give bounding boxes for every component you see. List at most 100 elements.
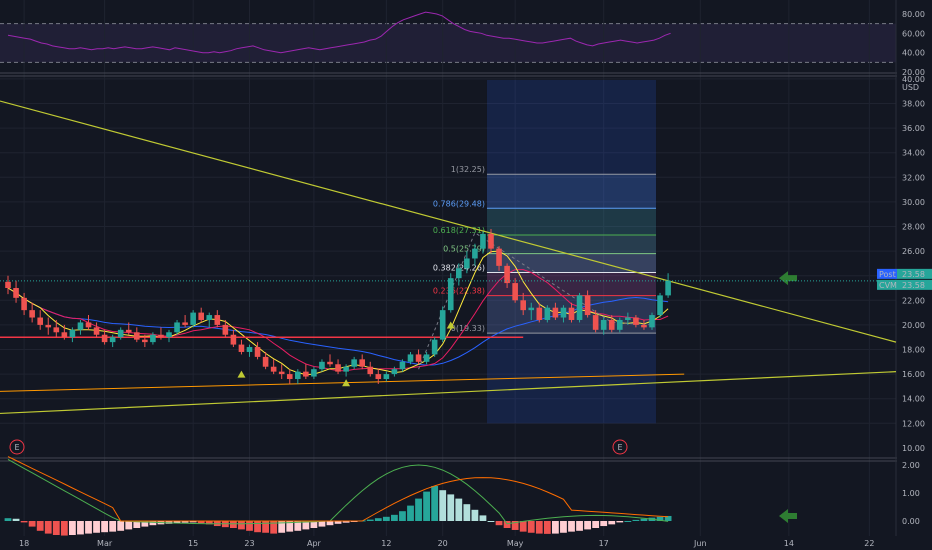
earnings-marker: E (612, 439, 628, 455)
price-tick-label: 32.00 (902, 173, 925, 182)
rsi-tick-label: 40.00 (902, 49, 925, 58)
macd-bar (342, 521, 350, 523)
fib-zone (486, 234, 657, 254)
descending-trendline (0, 100, 897, 343)
candle (254, 347, 261, 357)
candle (399, 361, 406, 370)
macd-bar (262, 521, 269, 533)
date-tick-label: Jun (693, 539, 707, 548)
candle (319, 361, 325, 370)
macd-tick-label: 1.00 (902, 489, 920, 498)
candle (560, 307, 567, 318)
candle (431, 339, 438, 355)
macd-bar (592, 521, 600, 528)
candle (520, 300, 526, 311)
candle (29, 310, 35, 318)
macd-bar (407, 505, 414, 521)
macd-bar (77, 521, 84, 535)
candle (286, 374, 293, 380)
candle (343, 366, 349, 372)
candle (206, 315, 213, 320)
macd-bar (632, 519, 640, 521)
price-tick-label: 34.00 (902, 149, 925, 158)
candle (504, 265, 510, 284)
macd-bar (519, 521, 527, 532)
price-label-name: Post (879, 270, 896, 279)
date-tick-label: Mar (97, 539, 113, 548)
candle (423, 354, 430, 362)
macd-bar (487, 521, 495, 522)
macd-bar (568, 521, 575, 532)
left-arrow-icon (779, 271, 797, 286)
macd-bar (447, 494, 455, 521)
macd-bar (431, 486, 439, 521)
price-label-box (897, 279, 932, 290)
candle (222, 324, 229, 335)
grid (0, 0, 896, 536)
macd-bar (36, 521, 44, 531)
macd-bar (12, 518, 20, 521)
macd-bar (189, 521, 197, 523)
macd-bar (20, 521, 28, 523)
rsi-band (0, 23, 896, 63)
candle (13, 288, 19, 298)
candle (109, 337, 116, 343)
price-label-post: Post 23.58 (877, 268, 932, 279)
macd-bar (543, 521, 551, 534)
candle (657, 295, 663, 316)
macd-tick-label: 0.00 (902, 517, 920, 526)
candle (295, 371, 301, 380)
macd-bar (318, 521, 326, 527)
date-tick-label: 22 (864, 539, 874, 548)
candle (528, 307, 535, 311)
macd-bar (238, 521, 245, 530)
macd-bar (511, 521, 519, 530)
fib-level-label: 0.236(22.38) (433, 287, 485, 296)
macd-bar (439, 490, 447, 521)
candle (633, 317, 639, 325)
macd-bar (576, 521, 583, 531)
macd-bar (479, 515, 487, 521)
macd-bar (471, 509, 479, 521)
candle (608, 319, 615, 330)
candle (174, 322, 180, 333)
candle (625, 317, 631, 320)
rsi-tick-label: 80.00 (902, 10, 925, 19)
macd-bar (270, 521, 278, 534)
macd-bar (278, 521, 286, 533)
moving-average-orange (0, 373, 685, 392)
candle (311, 369, 317, 377)
macd-bar (141, 521, 149, 527)
macd-bar (93, 521, 100, 533)
price-label-box (897, 268, 932, 279)
candle (536, 307, 543, 320)
candle (182, 322, 188, 325)
candle (158, 334, 164, 338)
candle (415, 354, 422, 362)
macd-bar (125, 521, 133, 530)
macd-bar (399, 511, 406, 521)
candle (150, 334, 156, 343)
candle (142, 339, 148, 343)
macd-bar (205, 521, 213, 525)
macd-bar (173, 521, 181, 524)
date-tick-label: 20 (438, 539, 448, 548)
candle (93, 327, 100, 335)
candle (383, 374, 390, 380)
macd-bar (4, 518, 12, 521)
price-label-value: 23.58 (902, 281, 925, 290)
candle (327, 361, 333, 365)
candle (391, 369, 398, 375)
price-tick-label: 40.00 (902, 75, 925, 84)
macd-bar (286, 521, 294, 532)
macd-bar (302, 521, 310, 530)
fib-level-label: 0.618(27.31) (433, 226, 485, 235)
fib-level-label: 0.786(29.48) (433, 199, 485, 208)
candle (407, 354, 414, 362)
macd-bar (181, 521, 189, 523)
date-tick-label: 14 (784, 539, 794, 548)
macd-bar (600, 521, 608, 527)
rsi-tick-label: 60.00 (902, 29, 925, 38)
candle (464, 258, 470, 269)
